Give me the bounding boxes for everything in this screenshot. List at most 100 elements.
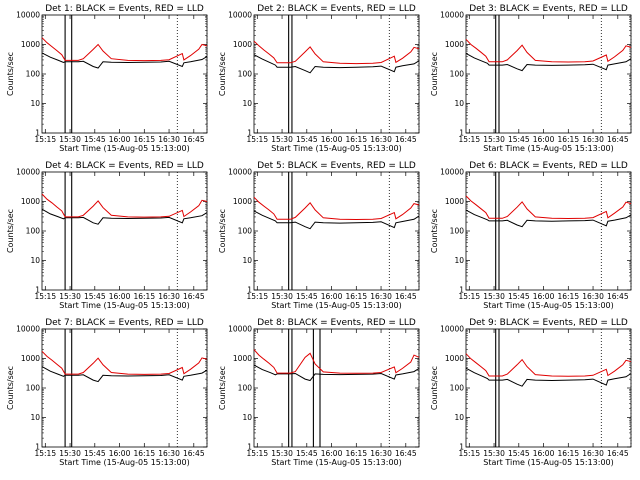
x-tick-label: 16:30 (582, 135, 604, 144)
series-events (41, 52, 208, 69)
x-tick-label: 16:15 (345, 449, 367, 458)
x-tick-label: 16:45 (607, 135, 629, 144)
series-lld (41, 350, 208, 375)
y-tick-label: 10 (454, 99, 464, 108)
y-tick-label: 1 (459, 129, 464, 138)
x-tick-label: 15:30 (483, 135, 505, 144)
x-tick-label: 16:45 (183, 449, 205, 458)
x-tick-label: 15:30 (271, 135, 293, 144)
x-axis-label: Start Time (15-Aug-05 15:13:00) (59, 144, 190, 153)
y-tick-label: 10000 (228, 168, 252, 177)
x-axis-label: Start Time (15-Aug-05 15:13:00) (483, 458, 614, 467)
series-lld (465, 195, 632, 220)
y-tick-label: 10 (242, 413, 252, 422)
y-tick-label: 1000 (445, 354, 464, 363)
x-tick-label: 16:45 (607, 449, 629, 458)
x-tick-label: 16:00 (321, 449, 343, 458)
x-tick-label: 15:45 (296, 449, 318, 458)
chart-panel-8: Det 8: BLACK = Events, RED = LLD 1 10 100 10… (218, 318, 420, 467)
y-axis-label: Counts/sec (430, 366, 439, 410)
x-tick-label: 16:00 (533, 135, 555, 144)
y-tick-label: 1000 (21, 354, 40, 363)
y-tick-label: 1 (35, 286, 40, 295)
x-tick-label: 15:30 (59, 292, 81, 301)
x-tick-label: 16:30 (158, 449, 180, 458)
x-tick-label: 16:00 (321, 135, 343, 144)
y-tick-label: 1000 (233, 40, 252, 49)
series-lld (253, 40, 420, 65)
y-tick-label: 1000 (21, 40, 40, 49)
x-tick-label: 16:15 (133, 292, 155, 301)
y-tick-label: 100 (26, 227, 41, 236)
x-tick-label: 15:15 (246, 449, 268, 458)
x-tick-label: 16:30 (158, 292, 180, 301)
chart-title: Det 7: BLACK = Events, RED = LLD (45, 318, 204, 328)
x-tick-label: 16:30 (370, 449, 392, 458)
series-lld (41, 37, 208, 62)
chart-panel-2: Det 2: BLACK = Events, RED = LLD 1 10 100 10… (218, 4, 420, 153)
series-events (253, 54, 420, 74)
y-tick-label: 10000 (16, 168, 40, 177)
y-tick-label: 10 (454, 413, 464, 422)
y-axis-label: Counts/sec (218, 366, 227, 410)
x-tick-label: 16:15 (557, 292, 579, 301)
y-tick-label: 10 (242, 256, 252, 265)
y-tick-label: 10 (30, 256, 40, 265)
y-tick-label: 100 (26, 384, 41, 393)
x-tick-label: 16:30 (370, 135, 392, 144)
chart-panel-7: Det 7: BLACK = Events, RED = LLD 1 10 100 10… (6, 318, 208, 467)
x-axis-label: Start Time (15-Aug-05 15:13:00) (483, 144, 614, 153)
x-tick-label: 15:30 (483, 449, 505, 458)
x-tick-label: 15:45 (84, 449, 106, 458)
y-tick-label: 10 (30, 413, 40, 422)
x-tick-label: 16:15 (345, 135, 367, 144)
chart-title: Det 8: BLACK = Events, RED = LLD (257, 318, 416, 328)
x-tick-label: 16:15 (557, 135, 579, 144)
chart-panel-6: Det 6: BLACK = Events, RED = LLD 1 10 100 10… (430, 161, 632, 310)
series-events (253, 210, 420, 230)
series-lld (465, 353, 632, 377)
series-events (253, 364, 420, 382)
y-tick-label: 10000 (16, 325, 40, 334)
x-tick-label: 15:15 (34, 135, 56, 144)
x-tick-label: 16:00 (109, 449, 131, 458)
x-tick-label: 16:00 (109, 135, 131, 144)
chart-title: Det 1: BLACK = Events, RED = LLD (45, 4, 204, 14)
series-events (41, 208, 208, 225)
y-tick-label: 10000 (228, 325, 252, 334)
x-tick-label: 15:30 (59, 135, 81, 144)
x-tick-label: 16:15 (345, 292, 367, 301)
y-tick-label: 100 (26, 70, 41, 79)
y-tick-label: 1000 (445, 40, 464, 49)
y-tick-label: 10 (242, 99, 252, 108)
y-tick-label: 1 (247, 129, 252, 138)
x-axis-label: Start Time (15-Aug-05 15:13:00) (59, 301, 190, 310)
x-tick-label: 16:00 (533, 449, 555, 458)
y-tick-label: 10000 (440, 11, 464, 20)
y-tick-label: 10 (454, 256, 464, 265)
series-events (465, 52, 632, 72)
x-tick-label: 15:45 (84, 135, 106, 144)
series-lld (253, 349, 420, 374)
x-tick-label: 16:45 (183, 135, 205, 144)
x-tick-label: 16:15 (557, 449, 579, 458)
y-tick-label: 100 (450, 70, 465, 79)
x-tick-label: 15:15 (458, 135, 480, 144)
x-tick-label: 15:45 (508, 449, 530, 458)
x-tick-label: 15:15 (34, 449, 56, 458)
chart-panel-5: Det 5: BLACK = Events, RED = LLD 1 10 100 10… (218, 161, 420, 310)
y-tick-label: 1 (459, 443, 464, 452)
y-tick-label: 1000 (21, 197, 40, 206)
x-tick-label: 15:15 (246, 292, 268, 301)
x-tick-label: 16:45 (183, 292, 205, 301)
series-events (465, 367, 632, 387)
y-tick-label: 1000 (233, 197, 252, 206)
x-tick-label: 15:30 (271, 449, 293, 458)
series-lld (465, 38, 632, 63)
y-tick-label: 100 (450, 227, 465, 236)
y-axis-label: Counts/sec (6, 366, 15, 410)
x-tick-label: 16:00 (109, 292, 131, 301)
chart-panel-9: Det 9: BLACK = Events, RED = LLD 1 10 100 10… (430, 318, 632, 467)
y-tick-label: 100 (238, 384, 253, 393)
y-tick-label: 1000 (233, 354, 252, 363)
